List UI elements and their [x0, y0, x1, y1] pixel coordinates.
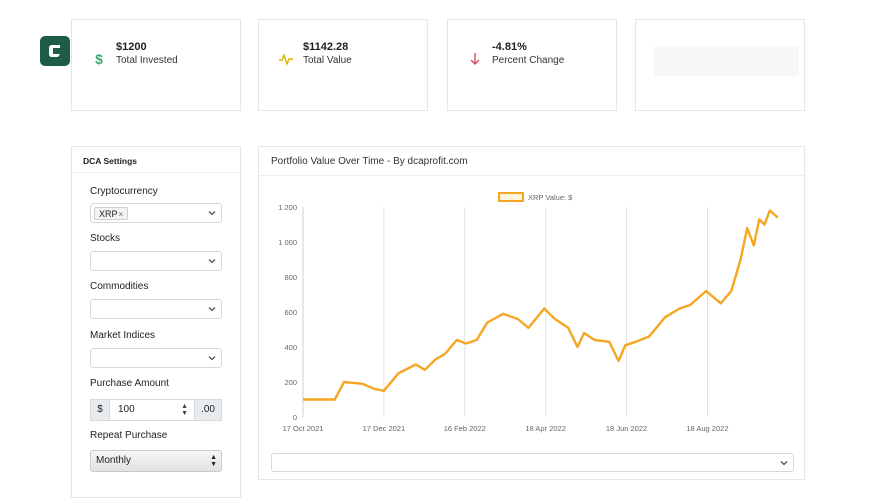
- empty-card: [635, 19, 805, 111]
- purchase-amount-label: Purchase Amount: [90, 378, 169, 389]
- cents-suffix: .00: [194, 399, 222, 421]
- chevron-down-icon: [780, 461, 788, 466]
- percent-change-value: -4.81%: [492, 41, 527, 53]
- y-tick-label: 600: [284, 308, 297, 317]
- repeat-purchase-select[interactable]: Monthly ▲ ▼: [90, 450, 222, 472]
- x-tick-label: 17 Dec 2021: [363, 424, 406, 433]
- market-indices-select[interactable]: [90, 348, 222, 368]
- chevron-down-icon: [208, 307, 216, 312]
- currency-prefix: $: [90, 399, 110, 421]
- total-invested-value: $1200: [116, 41, 147, 53]
- x-tick-label: 18 Apr 2022: [525, 424, 565, 433]
- y-tick-label: 1 000: [278, 238, 297, 247]
- commodities-label: Commodities: [90, 281, 149, 292]
- purchase-amount-group: $ 100 ▲ ▼ .00: [90, 399, 222, 421]
- percent-change-card: -4.81% Percent Change: [447, 19, 617, 111]
- placeholder-bar: [654, 46, 799, 76]
- percent-change-label: Percent Change: [492, 55, 565, 66]
- total-value-card: $1142.28 Total Value: [258, 19, 428, 111]
- y-tick-label: 400: [284, 343, 297, 352]
- purchase-amount-value: 100: [118, 404, 135, 415]
- xrp-tag-label: XRP: [99, 209, 118, 219]
- cryptocurrency-label: Cryptocurrency: [90, 186, 158, 197]
- repeat-purchase-value: Monthly: [96, 455, 132, 466]
- stocks-label: Stocks: [90, 233, 121, 244]
- remove-tag-icon[interactable]: ×: [118, 210, 124, 219]
- total-value-label: Total Value: [303, 55, 352, 66]
- total-invested-card: $ $1200 Total Invested: [71, 19, 241, 111]
- chevron-down-icon: [208, 259, 216, 264]
- arrow-down-icon: [468, 40, 482, 80]
- select-arrows-icon: ▲ ▼: [210, 454, 217, 468]
- stocks-select[interactable]: [90, 251, 222, 271]
- dca-settings-panel: DCA Settings Cryptocurrency XRP× Stocks …: [71, 146, 241, 498]
- x-tick-label: 18 Aug 2022: [686, 424, 728, 433]
- repeat-purchase-label: Repeat Purchase: [90, 430, 168, 441]
- commodities-select[interactable]: [90, 299, 222, 319]
- xrp-value-line: [303, 209, 779, 401]
- total-invested-label: Total Invested: [116, 55, 178, 66]
- portfolio-chart-panel: Portfolio Value Over Time - By dcaprofit…: [258, 146, 805, 480]
- xrp-tag[interactable]: XRP×: [94, 207, 129, 220]
- chart-title: Portfolio Value Over Time - By dcaprofit…: [259, 147, 804, 176]
- chart-range-select[interactable]: [271, 453, 794, 472]
- portfolio-chart: XRP Value: $ 17 Oct 2021 17 Dec 2021 16 Feb…: [278, 192, 779, 433]
- x-tick-label: 18 Jun 2022: [606, 424, 647, 433]
- y-tick-label: 1 200: [278, 203, 297, 212]
- x-tick-label: 17 Oct 2021: [283, 424, 324, 433]
- total-value-value: $1142.28: [303, 41, 349, 53]
- app-logo[interactable]: [40, 36, 70, 66]
- dollar-icon: $: [95, 51, 103, 67]
- market-indices-label: Market Indices: [90, 330, 156, 341]
- chevron-down-icon: [208, 356, 216, 361]
- pulse-icon: [279, 40, 293, 80]
- purchase-amount-input[interactable]: 100 ▲ ▼: [110, 399, 194, 421]
- cryptocurrency-select[interactable]: XRP×: [90, 203, 222, 223]
- number-spinner[interactable]: ▲ ▼: [181, 403, 188, 417]
- y-tick-label: 0: [293, 413, 297, 422]
- y-tick-label: 800: [284, 273, 297, 282]
- y-tick-label: 200: [284, 378, 297, 387]
- legend-swatch: [498, 192, 524, 202]
- dca-settings-title: DCA Settings: [72, 147, 240, 173]
- legend-label: XRP Value: $: [528, 193, 573, 202]
- logo-icon: [49, 45, 60, 57]
- x-tick-label: 16 Feb 2022: [444, 424, 486, 433]
- chevron-down-icon: [208, 211, 216, 216]
